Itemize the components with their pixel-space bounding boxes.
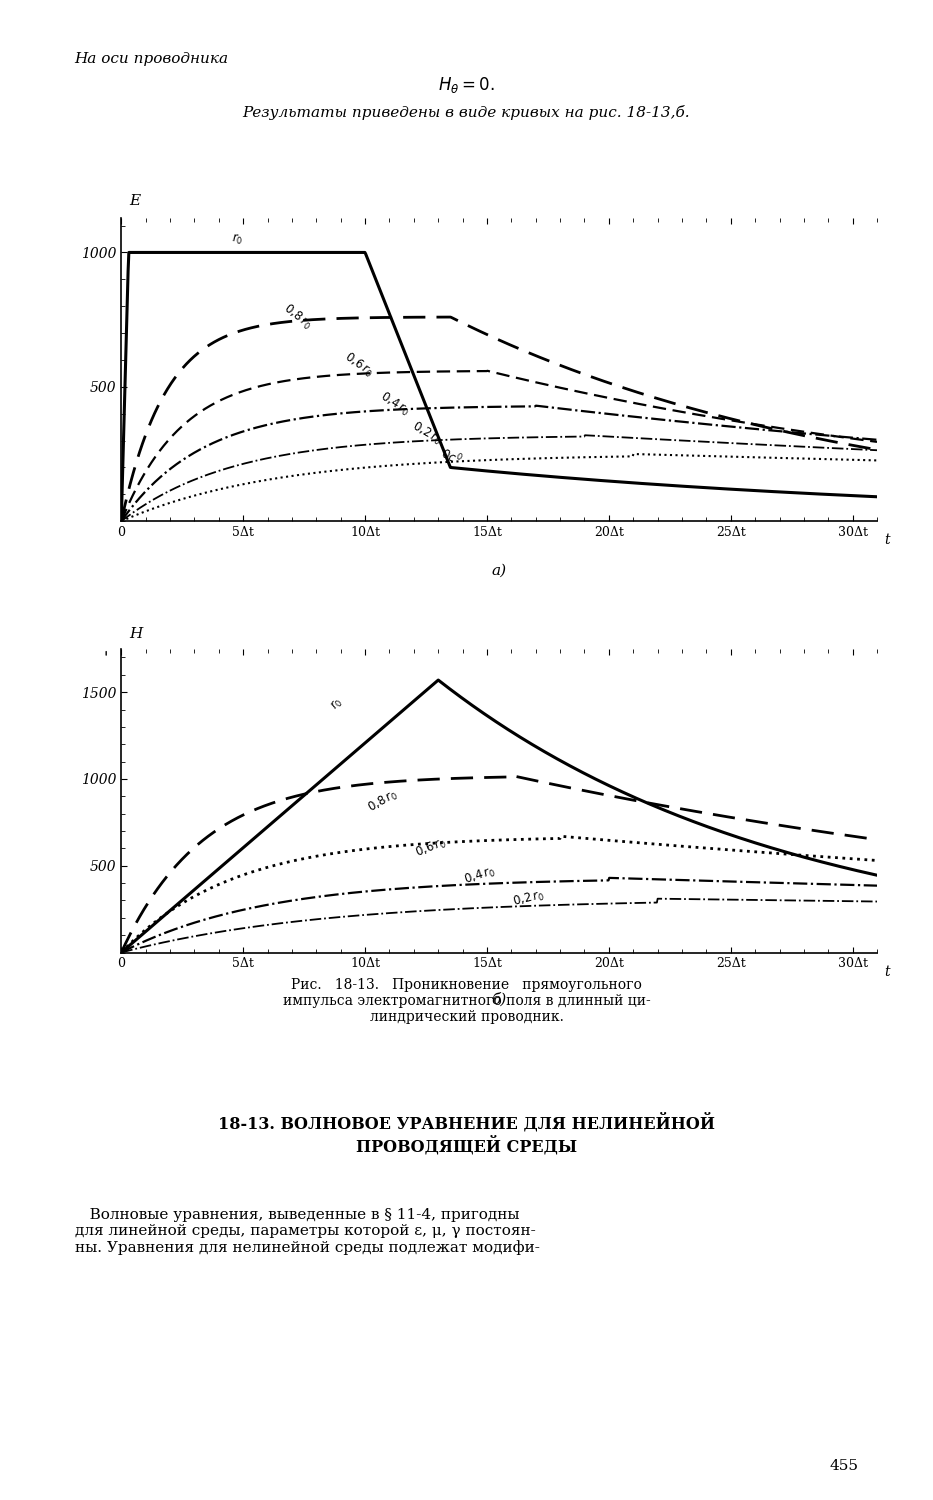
Text: $0{,}6\,r_0$: $0{,}6\,r_0$ xyxy=(414,836,449,861)
Text: t: t xyxy=(884,964,890,978)
Text: 455: 455 xyxy=(829,1460,858,1473)
Text: E: E xyxy=(129,195,140,208)
Text: H: H xyxy=(129,627,142,640)
Text: $0{,}2\,r_0$: $0{,}2\,r_0$ xyxy=(511,888,546,910)
Text: $r_0$: $r_0$ xyxy=(231,231,244,246)
Text: $0{,}8\,r_0$: $0{,}8\,r_0$ xyxy=(365,788,400,816)
Text: $r_0$: $r_0$ xyxy=(328,696,347,712)
Text: 18-13. ВОЛНОВОЕ УРАВНЕНИЕ ДЛЯ НЕЛИНЕЙНОЙ
ПРОВОДЯЩЕЙ СРЕДЫ: 18-13. ВОЛНОВОЕ УРАВНЕНИЕ ДЛЯ НЕЛИНЕЙНОЙ… xyxy=(218,1113,715,1155)
Text: t: t xyxy=(884,534,890,548)
Text: На оси проводника: На оси проводника xyxy=(75,53,229,66)
Text: $H_{\theta} = 0.$: $H_{\theta} = 0.$ xyxy=(439,75,494,94)
Text: $0{,}4\,r_0$: $0{,}4\,r_0$ xyxy=(463,864,497,888)
Text: $0c^0$: $0c^0$ xyxy=(439,444,465,470)
Text: б): б) xyxy=(492,992,507,1006)
Text: $0{,}4\,r_0$: $0{,}4\,r_0$ xyxy=(377,390,412,418)
Text: $0{,}8\,r_0$: $0{,}8\,r_0$ xyxy=(280,302,314,333)
Text: Волновые уравнения, выведенные в § 11-4, пригодны
для линейной среды, параметры : Волновые уравнения, выведенные в § 11-4,… xyxy=(75,1208,539,1255)
Text: Рис.   18-13.   Проникновение   прямоугольного
импульса электромагнитного поля в: Рис. 18-13. Проникновение прямоугольного… xyxy=(283,978,650,1024)
Text: а): а) xyxy=(492,564,507,578)
Text: Результаты приведены в виде кривых на рис. 18-13,б.: Результаты приведены в виде кривых на ри… xyxy=(243,105,690,120)
Text: $0{,}6\,r_0$: $0{,}6\,r_0$ xyxy=(341,350,376,381)
Text: $0{,}2\,r_0$: $0{,}2\,r_0$ xyxy=(409,420,444,448)
